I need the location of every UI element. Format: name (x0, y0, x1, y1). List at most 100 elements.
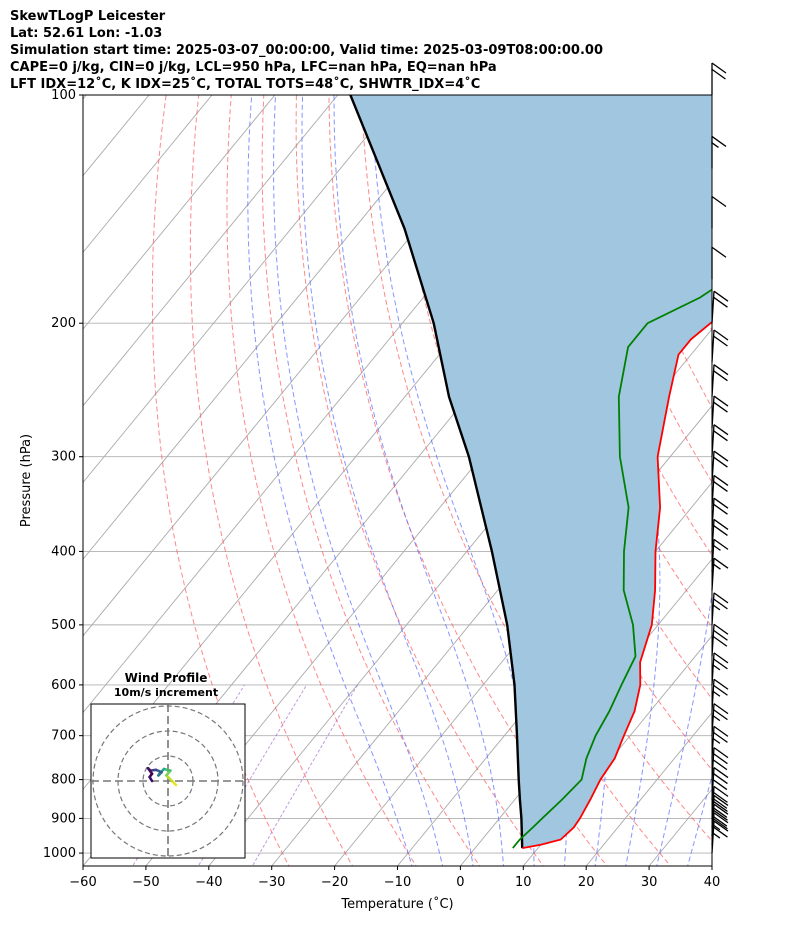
wind-barb-half (712, 715, 721, 722)
wind-barb-flag (713, 592, 729, 604)
wind-barb (711, 747, 729, 780)
wind-barb-flag (713, 791, 728, 803)
wind-barb-flag (713, 518, 729, 530)
wind-barb-flag (712, 779, 728, 791)
wind-barb-flag (711, 195, 727, 208)
wind-barb-staff (711, 624, 715, 657)
wind-barb-flag (713, 598, 728, 610)
x-tick-label: −20 (321, 875, 348, 890)
wind-barb-staff (711, 291, 715, 324)
wind-barb-flag (713, 812, 729, 824)
moist-adiabat (647, 95, 712, 866)
title-line-indices: LFT IDX=12˚C, K IDX=25˚C, TOTAL TOTS=48˚… (10, 77, 481, 92)
wind-barb-flag (713, 474, 729, 486)
wind-barb (711, 62, 727, 95)
wind-barb-flag (713, 826, 728, 838)
x-tick-label: 10 (515, 875, 532, 890)
dry-adiabat (588, 95, 712, 409)
wind-barb-flag (711, 135, 727, 147)
wind-barb-flag (713, 803, 729, 815)
wind-barb-half (712, 737, 721, 744)
wind-barb-staff (711, 767, 715, 800)
wind-barb (711, 450, 729, 484)
x-tick-label: −40 (195, 875, 222, 890)
wind-barb-staff (711, 592, 715, 625)
wind-barb-staff (711, 652, 715, 685)
wind-barb-flag (713, 395, 729, 407)
dry-adiabat (714, 78, 794, 869)
wind-barb (711, 395, 729, 429)
wind-barb (711, 623, 729, 657)
wind-barb-half (711, 141, 719, 148)
temperature-profile (522, 320, 712, 849)
x-tick-label: 30 (641, 875, 658, 890)
wind-barb-flag (713, 794, 729, 806)
wind-barb-staff (711, 726, 715, 759)
y-tick-label: 900 (51, 811, 76, 826)
title-line-station: SkewTLogP Leicester (10, 9, 166, 24)
wind-barb-flag (713, 401, 728, 413)
wind-barb (711, 195, 727, 229)
wind-barb-flag (713, 557, 729, 569)
wind-barb-staff (711, 396, 715, 429)
wind-barb-flag (713, 684, 728, 696)
wind-barb-staff (711, 679, 715, 712)
wind-barb-flag (712, 806, 728, 818)
dry-adiabat (295, 95, 545, 866)
moist-adiabat (301, 95, 474, 866)
wind-barb (711, 246, 727, 280)
wind-barb (711, 592, 729, 625)
moist-adiabat (273, 95, 444, 866)
dry-adiabat (261, 95, 481, 866)
wind-barb-flag (713, 364, 729, 376)
parcel-profile (349, 95, 524, 849)
isotherm-line (83, 95, 213, 254)
wind-barb-flag (713, 767, 729, 779)
wind-barb-flag (713, 820, 729, 832)
wind-barb-flag (713, 370, 728, 382)
wind-barb-flag (713, 785, 729, 797)
dry-adiabat (778, 78, 794, 869)
wind-barb-staff (711, 329, 715, 363)
x-tick-label: −30 (258, 875, 285, 890)
wind-barb-staff (711, 703, 715, 736)
hodograph-subtitle: 10m/s increment (114, 686, 218, 699)
dry-adiabat (746, 78, 794, 869)
wind-barb (711, 329, 729, 363)
wind-barb-staff (711, 475, 715, 508)
hodograph-segment (148, 775, 154, 783)
wind-barb-flag (713, 725, 729, 737)
wind-barb (711, 424, 729, 457)
wind-barb (711, 767, 729, 800)
wind-barb-flag (713, 753, 728, 765)
moist-adiabat (371, 95, 535, 866)
wind-barb-flag (712, 759, 728, 771)
y-tick-label: 100 (51, 88, 76, 103)
isotherm-line (585, 711, 712, 866)
moist-adiabat (247, 95, 413, 866)
title-line-time: Simulation start time: 2025-03-07_00:00:… (10, 43, 603, 58)
moist-adiabat (718, 95, 794, 869)
wind-barb-flag (713, 503, 728, 515)
wind-barb (711, 557, 729, 591)
wind-barb-flag (713, 678, 729, 690)
wind-barb-flag (713, 290, 729, 302)
dry-adiabat (458, 95, 712, 700)
wind-barb-flag (712, 797, 728, 809)
wind-barb-staff (711, 498, 715, 531)
wind-barb-flag (713, 809, 728, 821)
hodograph-segment (165, 774, 174, 783)
title-line-cape: CAPE=0 j/kg, CIN=0 j/kg, LCL=950 hPa, LF… (10, 60, 497, 75)
wind-barb-half (712, 832, 721, 839)
y-tick-label: 200 (51, 316, 76, 331)
isotherm-line (83, 95, 339, 407)
moist-adiabat (333, 95, 505, 866)
wind-barb-flag (713, 524, 728, 536)
isotherm-line (83, 95, 87, 100)
wind-barb (711, 474, 729, 508)
wind-barb-flag (711, 62, 727, 74)
wind-barb (711, 703, 729, 736)
wind-barb-flag (713, 623, 729, 635)
